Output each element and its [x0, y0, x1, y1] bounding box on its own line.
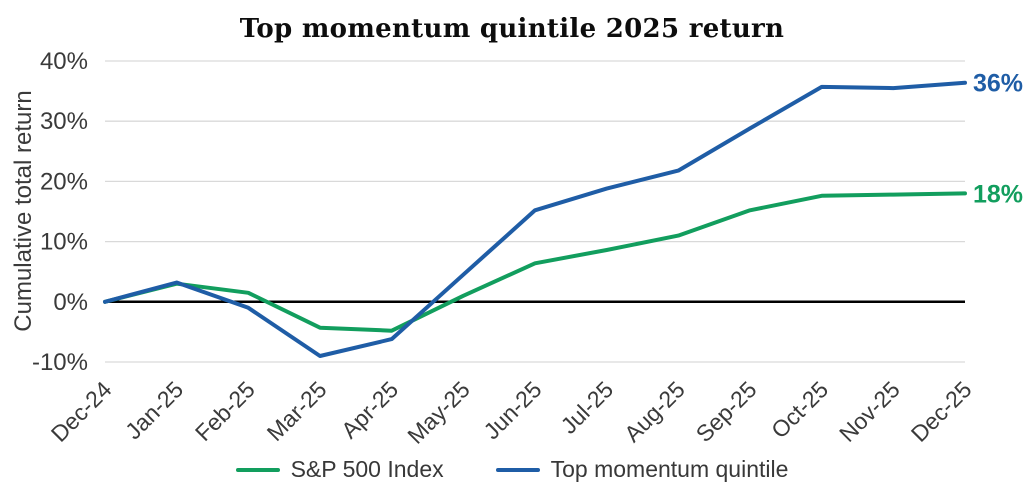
legend: S&P 500 Index Top momentum quintile: [0, 456, 1024, 483]
x-tick-label: Apr-25: [336, 376, 403, 443]
x-tick-label: Aug-25: [619, 376, 690, 447]
y-tick-label: 20%: [40, 168, 88, 195]
legend-item-sp500: S&P 500 Index: [235, 456, 444, 483]
series-end-label-0: 18%: [973, 180, 1023, 208]
legend-label-momentum: Top momentum quintile: [550, 456, 789, 482]
legend-item-momentum: Top momentum quintile: [495, 456, 789, 483]
legend-label-sp500: S&P 500 Index: [290, 456, 444, 482]
y-tick-label: 0%: [53, 289, 88, 316]
y-tick-label: 30%: [40, 108, 88, 135]
x-tick-label: Jun-25: [478, 376, 546, 444]
x-tick-label: Nov-25: [834, 376, 905, 447]
x-tick-label: Feb-25: [190, 376, 260, 446]
x-tick-label: Dec-25: [906, 376, 977, 447]
y-tick-label: 10%: [40, 229, 88, 256]
x-tick-label: Dec-24: [46, 376, 117, 447]
sp500-line-swatch-icon: [235, 467, 280, 472]
x-tick-label: May-25: [402, 376, 475, 449]
x-tick-label: Jan-25: [120, 376, 188, 444]
chart-title: Top momentum quintile 2025 return: [239, 14, 785, 44]
momentum-line-swatch-icon: [495, 467, 540, 472]
x-tick-label: Oct-25: [766, 376, 833, 443]
x-tick-label: Jul-25: [556, 376, 619, 439]
series-line-1: [103, 80, 967, 358]
x-tick-label: Mar-25: [262, 376, 332, 446]
series-line-0: [103, 191, 967, 333]
y-tick-label: 40%: [40, 48, 88, 75]
y-tick-label: -10%: [32, 349, 88, 376]
x-tick-label: Sep-25: [691, 376, 762, 447]
series-end-label-1: 36%: [973, 70, 1023, 98]
